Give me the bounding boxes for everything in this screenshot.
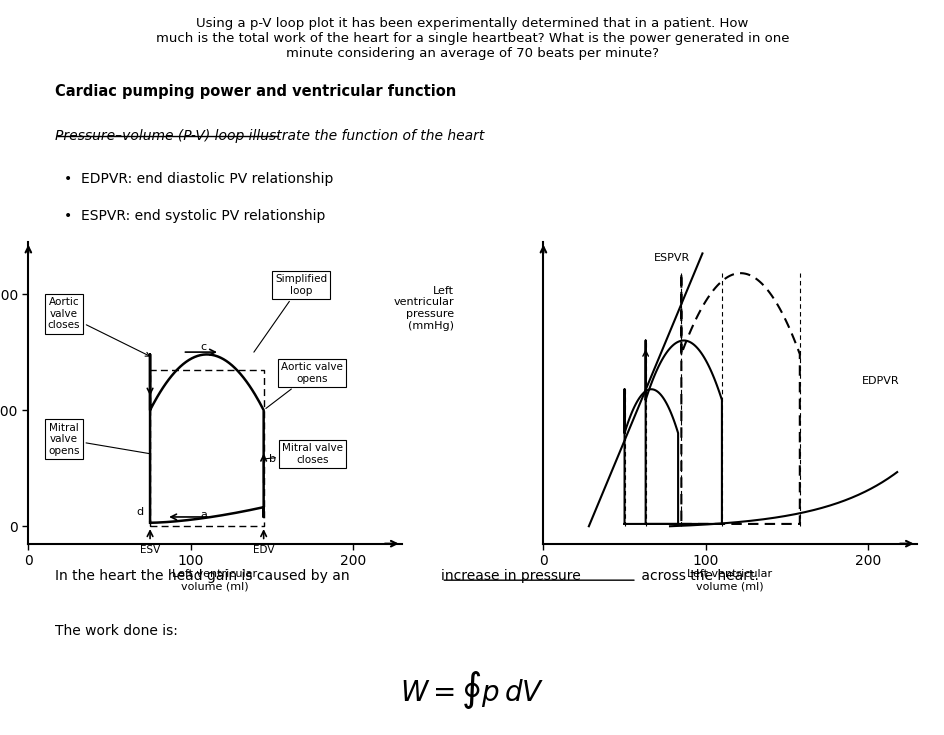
Y-axis label: Left
ventricular
pressure
(mmHg): Left ventricular pressure (mmHg) bbox=[393, 286, 453, 331]
Text: Pressure–volume (P-V) loop illustrate the function of the heart: Pressure–volume (P-V) loop illustrate th… bbox=[55, 129, 484, 143]
Text: The work done is:: The work done is: bbox=[55, 624, 177, 638]
Text: EDPVR: EDPVR bbox=[861, 376, 898, 386]
X-axis label: Left ventricular
volume (ml): Left ventricular volume (ml) bbox=[172, 570, 258, 591]
Text: Mitral
valve
opens: Mitral valve opens bbox=[48, 423, 150, 456]
Text: Aortic
valve
closes: Aortic valve closes bbox=[48, 297, 149, 356]
Text: d: d bbox=[136, 507, 143, 517]
Text: Using a p-V loop plot it has been experimentally determined that in a patient. H: Using a p-V loop plot it has been experi… bbox=[156, 17, 788, 60]
Text: a: a bbox=[200, 510, 207, 520]
Text: across the heart.: across the heart. bbox=[636, 569, 758, 583]
Text: ESPVR: ESPVR bbox=[653, 254, 689, 263]
Text: EDV: EDV bbox=[253, 545, 274, 555]
Text: b: b bbox=[268, 454, 276, 464]
Text: In the heart the head gain is caused by an: In the heart the head gain is caused by … bbox=[55, 569, 354, 583]
Text: c: c bbox=[200, 342, 207, 352]
Text: •  EDPVR: end diastolic PV relationship: • EDPVR: end diastolic PV relationship bbox=[64, 172, 333, 186]
Text: ESV: ESV bbox=[140, 545, 160, 555]
Text: Simplified
loop: Simplified loop bbox=[254, 274, 327, 352]
Text: •  ESPVR: end systolic PV relationship: • ESPVR: end systolic PV relationship bbox=[64, 209, 325, 223]
Text: Cardiac pumping power and ventricular function: Cardiac pumping power and ventricular fu… bbox=[55, 84, 456, 98]
Text: increase in pressure: increase in pressure bbox=[441, 569, 581, 583]
Text: $W = \oint p\,dV$: $W = \oint p\,dV$ bbox=[400, 669, 544, 711]
X-axis label: Left ventricular
volume (ml): Left ventricular volume (ml) bbox=[686, 570, 772, 591]
Text: Mitral valve
closes: Mitral valve closes bbox=[266, 443, 343, 465]
Text: Aortic valve
opens: Aortic valve opens bbox=[265, 362, 343, 409]
